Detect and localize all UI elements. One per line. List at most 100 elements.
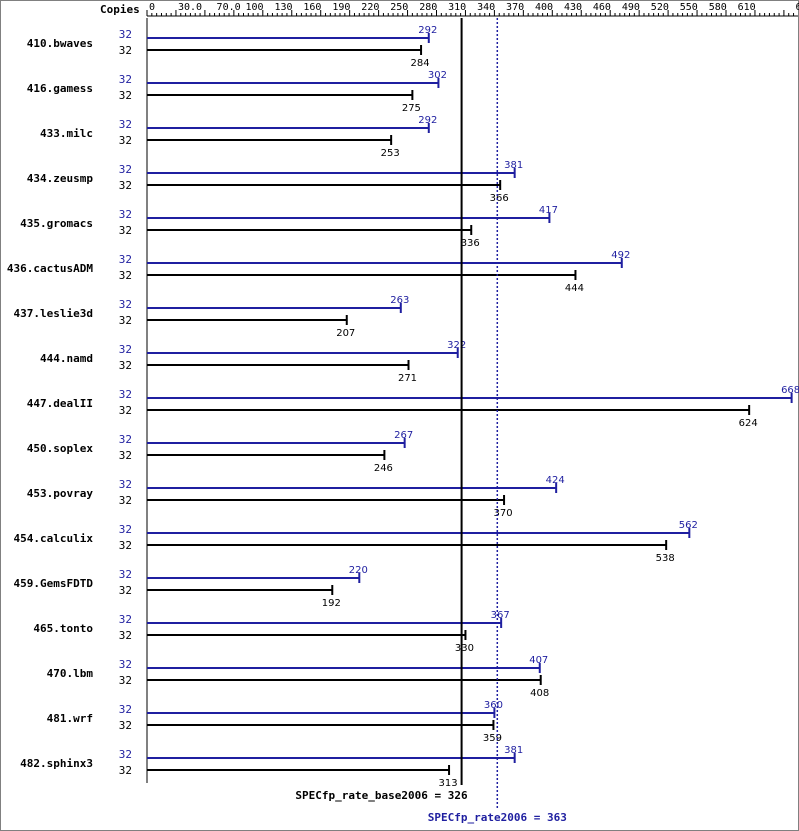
x-tick-label: 280 [419, 2, 437, 13]
peak-copies: 32 [119, 478, 132, 491]
peak-value-label: 263 [390, 295, 409, 306]
benchmark-label: 434.zeusmp [27, 172, 94, 185]
base-copies: 32 [119, 404, 132, 417]
base-value-label: 271 [398, 373, 417, 384]
x-axis: 0 30.0 70.0 100 130 160 190 220 250 280 310 340 370 4… [146, 2, 799, 783]
benchmark-label: 435.gromacs [20, 217, 93, 230]
base-copies: 32 [119, 494, 132, 507]
peak-summary-label: SPECfp_rate2006 = 363 [428, 811, 567, 824]
base-copies: 32 [119, 674, 132, 687]
benchmark-row: 453.povray 32 424 32 370 [27, 475, 565, 519]
benchmark-row: 454.calculix 32 562 32 538 [14, 520, 698, 564]
base-value-label: 538 [656, 553, 675, 564]
base-value-label: 207 [336, 328, 355, 339]
x-tick-label: 0 [149, 2, 155, 13]
base-value-label: 370 [494, 508, 513, 519]
base-copies: 32 [119, 224, 132, 237]
base-copies: 32 [119, 719, 132, 732]
peak-value-label: 424 [546, 475, 565, 486]
peak-copies: 32 [119, 748, 132, 761]
peak-copies: 32 [119, 523, 132, 536]
base-copies: 32 [119, 629, 132, 642]
x-tick-label: 70.0 [217, 2, 241, 13]
peak-copies: 32 [119, 343, 132, 356]
x-tick-label: 430 [564, 2, 582, 13]
x-tick-label: 610 [738, 2, 756, 13]
x-tick-label: 130 [274, 2, 292, 13]
base-value-label: 246 [374, 463, 393, 474]
benchmark-rows: 410.bwaves 32 292 32 284 416.gamess 32 302 32 275… [7, 25, 799, 789]
benchmark-row: 416.gamess 32 302 32 275 [27, 70, 447, 114]
peak-copies: 32 [119, 568, 132, 581]
reference-lines: SPECfp_rate_base2006 = 326 SPECfp_rate200… [295, 18, 567, 824]
benchmark-label: 470.lbm [47, 667, 94, 680]
peak-value-label: 492 [611, 250, 630, 261]
benchmark-label: 410.bwaves [27, 37, 93, 50]
peak-copies: 32 [119, 208, 132, 221]
benchmark-row: 459.GemsFDTD 32 220 32 192 [14, 565, 368, 609]
base-copies: 32 [119, 449, 132, 462]
peak-copies: 32 [119, 73, 132, 86]
base-copies: 32 [119, 44, 132, 57]
x-tick-label: 520 [651, 2, 669, 13]
x-tick-label: 340 [477, 2, 495, 13]
peak-value-label: 302 [428, 70, 447, 81]
benchmark-label: 481.wrf [47, 712, 93, 725]
benchmark-label: 433.milc [40, 127, 93, 140]
x-tick-label: 160 [303, 2, 321, 13]
peak-value-label: 367 [491, 610, 510, 621]
peak-copies: 32 [119, 118, 132, 131]
copies-header: Copies [100, 3, 140, 16]
peak-value-label: 360 [484, 700, 503, 711]
x-tick-label: 460 [593, 2, 611, 13]
base-value-label: 275 [402, 103, 421, 114]
base-summary-label: SPECfp_rate_base2006 = 326 [295, 789, 468, 802]
base-value-label: 192 [322, 598, 341, 609]
peak-copies: 32 [119, 253, 132, 266]
x-tick-label: 370 [506, 2, 524, 13]
base-copies: 32 [119, 764, 132, 777]
base-copies: 32 [119, 584, 132, 597]
peak-copies: 32 [119, 388, 132, 401]
peak-value-label: 381 [504, 745, 523, 756]
benchmark-row: 433.milc 32 292 32 253 [40, 115, 437, 159]
base-value-label: 444 [565, 283, 584, 294]
peak-value-label: 381 [504, 160, 523, 171]
benchmark-label: 447.dealII [27, 397, 93, 410]
benchmark-label: 436.cactusADM [7, 262, 93, 275]
x-tick-label: 580 [709, 2, 727, 13]
peak-value-label: 220 [349, 565, 368, 576]
peak-copies: 32 [119, 613, 132, 626]
benchmark-row: 481.wrf 32 360 32 359 [47, 700, 503, 744]
peak-copies: 32 [119, 658, 132, 671]
peak-value-label: 292 [418, 115, 437, 126]
x-tick-label: 400 [535, 2, 553, 13]
benchmark-row: 444.namd 32 322 32 271 [40, 340, 466, 384]
benchmark-label: 465.tonto [33, 622, 93, 635]
base-value-label: 359 [483, 733, 502, 744]
peak-value-label: 322 [447, 340, 466, 351]
peak-value-label: 407 [529, 655, 548, 666]
peak-copies: 32 [119, 28, 132, 41]
x-tick-label: 310 [448, 2, 466, 13]
peak-copies: 32 [119, 298, 132, 311]
x-tick-label: 30.0 [178, 2, 202, 13]
benchmark-row: 450.soplex 32 267 32 246 [27, 430, 413, 474]
benchmark-row: 470.lbm 32 407 32 408 [47, 655, 550, 699]
base-copies: 32 [119, 314, 132, 327]
peak-value-label: 562 [679, 520, 698, 531]
benchmark-row: 465.tonto 32 367 32 330 [33, 610, 509, 654]
base-value-label: 408 [530, 688, 549, 699]
benchmark-label: 416.gamess [27, 82, 93, 95]
benchmark-row: 434.zeusmp 32 381 32 366 [27, 160, 523, 204]
base-copies: 32 [119, 269, 132, 282]
x-tick-label: 490 [622, 2, 640, 13]
benchmark-label: 453.povray [27, 487, 94, 500]
base-copies: 32 [119, 179, 132, 192]
x-tick-label: 670 [796, 2, 799, 13]
benchmark-row: 410.bwaves 32 292 32 284 [27, 25, 438, 69]
benchmark-row: 437.leslie3d 32 263 32 207 [14, 295, 410, 339]
benchmark-label: 444.namd [40, 352, 93, 365]
benchmark-row: 482.sphinx3 32 381 32 313 [20, 745, 523, 789]
